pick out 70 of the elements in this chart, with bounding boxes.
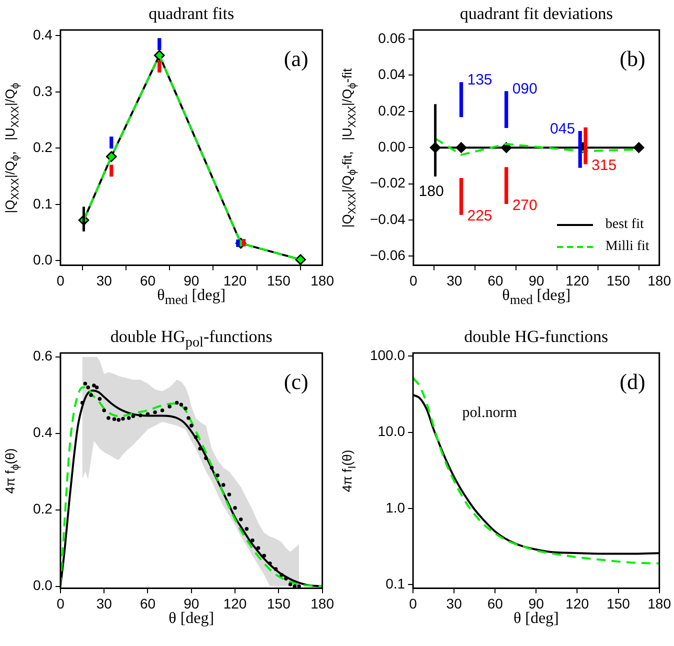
chart-title: double HG-functions [463, 327, 610, 347]
x-tick-label: 90 [528, 595, 544, 612]
x-tick-label: 60 [487, 595, 504, 612]
x-tick-label: 90 [528, 272, 544, 288]
legend-label: Milli fit [605, 239, 650, 256]
x-tick-label: 30 [96, 595, 112, 612]
y-tick-label: 0.04 [378, 66, 406, 82]
x-tick-label: 0 [409, 595, 418, 612]
x-axis-title: θ$_{med}$ [deg] [156, 287, 227, 308]
y-tick-label: 0.3 [32, 82, 53, 99]
x-axis-title: θ [deg] [512, 610, 560, 628]
x-axis-title: θ [deg] [168, 610, 216, 628]
chart-title: quadrant fits [148, 4, 236, 24]
x-tick-label: 120 [223, 272, 247, 288]
annotation: 225 [467, 208, 492, 225]
annotation: (c) [284, 369, 308, 395]
y-tick-label: −0.04 [370, 210, 406, 227]
x-tick-label: 60 [488, 272, 504, 288]
x-axis-title: θ$_{med}$ [deg] [501, 287, 572, 308]
annotation: 270 [512, 196, 538, 214]
y-tick-label: 0.0 [32, 252, 53, 268]
y-tick-label: 0.2 [32, 500, 53, 517]
x-tick-label: 150 [267, 595, 291, 612]
x-tick-label: 180 [648, 595, 672, 612]
x-tick-label: 150 [606, 595, 630, 612]
annotation: 180 [418, 183, 444, 200]
x-tick-label: 0 [56, 595, 65, 612]
y-tick-label: 0.06 [378, 30, 406, 46]
annotation: pol.norm [462, 404, 517, 422]
y-tick-label: 0.02 [378, 102, 406, 118]
x-tick-label: 60 [140, 272, 156, 288]
annotation: (d) [620, 369, 646, 395]
legend-label: best fit [605, 217, 644, 234]
y-tick-label: 0.0 [32, 577, 53, 594]
y-tick-label: 0.00 [378, 138, 406, 154]
y-tick-label: 0.1 [386, 576, 406, 592]
annotation: 315 [592, 157, 617, 174]
annotation: (a) [284, 46, 308, 72]
y-tick-label: 0.2 [32, 139, 53, 156]
x-tick-label: 30 [446, 595, 462, 612]
x-tick-label: 150 [606, 272, 630, 288]
x-tick-label: 180 [648, 272, 672, 288]
y-tick-label: −0.02 [370, 174, 406, 191]
x-tick-label: 60 [140, 595, 156, 612]
y-tick-label: 1.0 [386, 499, 406, 516]
annotation: 135 [467, 72, 492, 89]
y-tick-label: 0.4 [32, 424, 53, 440]
annotation: 090 [512, 80, 538, 98]
x-tick-label: 180 [310, 272, 334, 288]
x-tick-label: 120 [566, 595, 590, 612]
y-tick-label: 0.6 [32, 348, 53, 364]
y-tick-label: 0.4 [32, 26, 53, 42]
x-tick-label: 120 [566, 272, 590, 288]
x-tick-label: 180 [310, 595, 334, 612]
chart-title: quadrant fit deviations [458, 4, 614, 24]
x-tick-label: 30 [96, 272, 112, 288]
chart-title: double HG$_{pol}$-functions [109, 327, 274, 352]
x-tick-label: 150 [267, 272, 291, 288]
y-tick-label: 100.0 [370, 347, 406, 364]
x-tick-label: 30 [446, 272, 462, 288]
y-tick-label: 0.1 [32, 195, 53, 212]
x-tick-label: 0 [56, 272, 65, 288]
annotation: (b) [620, 46, 646, 72]
x-tick-label: 120 [223, 595, 247, 612]
x-tick-label: 90 [184, 272, 200, 288]
x-tick-label: 90 [184, 595, 200, 612]
y-tick-label: −0.06 [370, 247, 406, 264]
x-tick-label: 0 [410, 272, 418, 288]
y-tick-label: 10.0 [378, 423, 406, 440]
annotation: 045 [550, 120, 576, 138]
